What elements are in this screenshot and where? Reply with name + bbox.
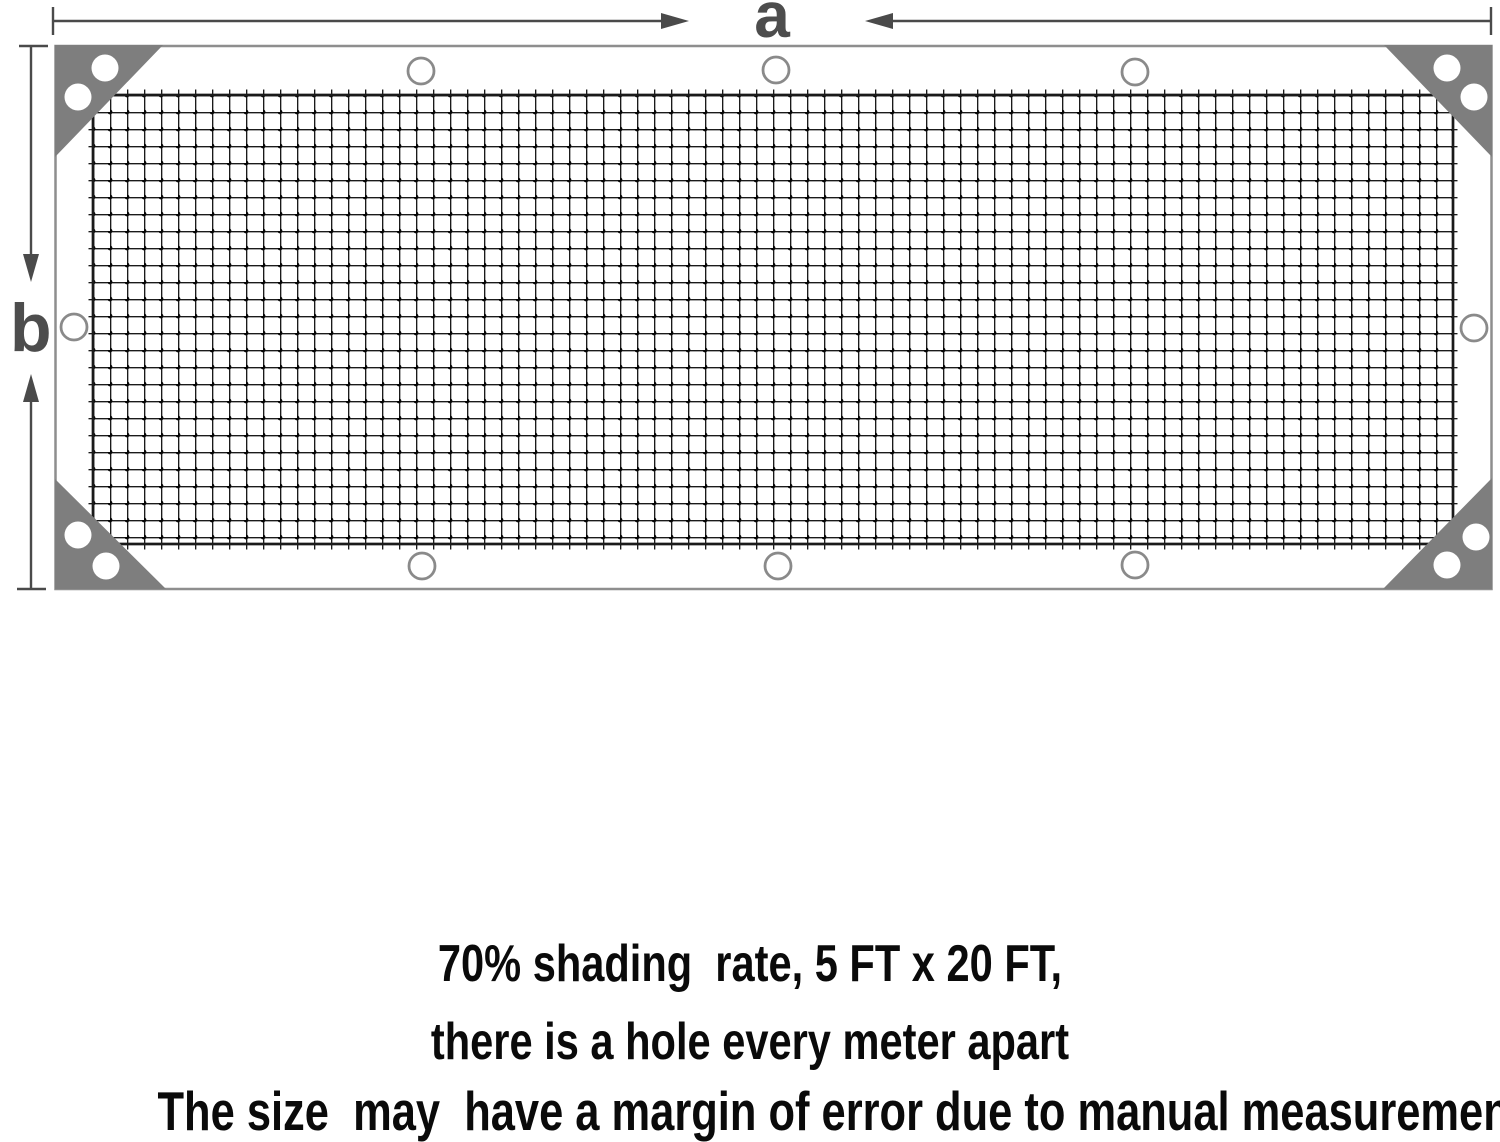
grommet-hole-icon — [91, 54, 119, 82]
grommet-ring-icon — [1120, 550, 1150, 580]
mesh-stubs-bottom — [93, 544, 1454, 550]
corner-grommets — [64, 54, 1490, 580]
caption-line-shading-rate: 70% shading rate, 5 FT x 20 FT, — [437, 935, 1063, 993]
grommet-hole-icon — [64, 521, 92, 549]
dimension-a-label: a — [754, 0, 790, 51]
dimension-b-label: b — [10, 290, 52, 366]
arrow-right-icon — [661, 13, 689, 29]
corner-patch-bottom-right — [1383, 478, 1492, 589]
edge-grommets — [59, 55, 1489, 581]
corner-reinforcements — [55, 45, 1492, 589]
dimension-a — [51, 7, 1493, 35]
grommet-hole-icon — [1460, 83, 1488, 111]
mesh-stubs-right — [1453, 95, 1458, 545]
mesh-grid — [91, 93, 1455, 546]
mesh-stubs-left — [88, 95, 93, 545]
grommet-hole-icon — [1433, 551, 1461, 579]
grommet-ring-icon — [406, 56, 436, 86]
mesh-stubs-top — [93, 89, 1454, 95]
arrow-left-icon — [865, 13, 893, 29]
grommet-hole-icon — [1462, 523, 1490, 551]
grommet-ring-icon — [1459, 313, 1489, 343]
caption-line-measurement-note: The size may have a margin of error due … — [157, 1080, 1500, 1142]
corner-patch-top-right — [1384, 45, 1492, 157]
grommet-hole-icon — [64, 83, 92, 111]
caption-line-hole-spacing: there is a hole every meter apart — [430, 1013, 1070, 1071]
arrow-down-icon — [23, 254, 39, 282]
grommet-ring-icon — [407, 551, 437, 581]
arrow-up-icon — [23, 374, 39, 402]
mesh-panel — [88, 89, 1458, 550]
grommet-ring-icon — [59, 312, 89, 342]
shade-net-diagram: a b — [10, 0, 1493, 591]
grommet-ring-icon — [761, 55, 791, 85]
corner-patch-top-left — [55, 45, 163, 157]
grommet-hole-icon — [1433, 54, 1461, 82]
grommet-ring-icon — [763, 551, 793, 581]
dimension-b — [17, 44, 48, 591]
grommet-hole-icon — [92, 552, 120, 580]
grommet-ring-icon — [1120, 57, 1150, 87]
corner-patch-bottom-left — [55, 479, 166, 589]
